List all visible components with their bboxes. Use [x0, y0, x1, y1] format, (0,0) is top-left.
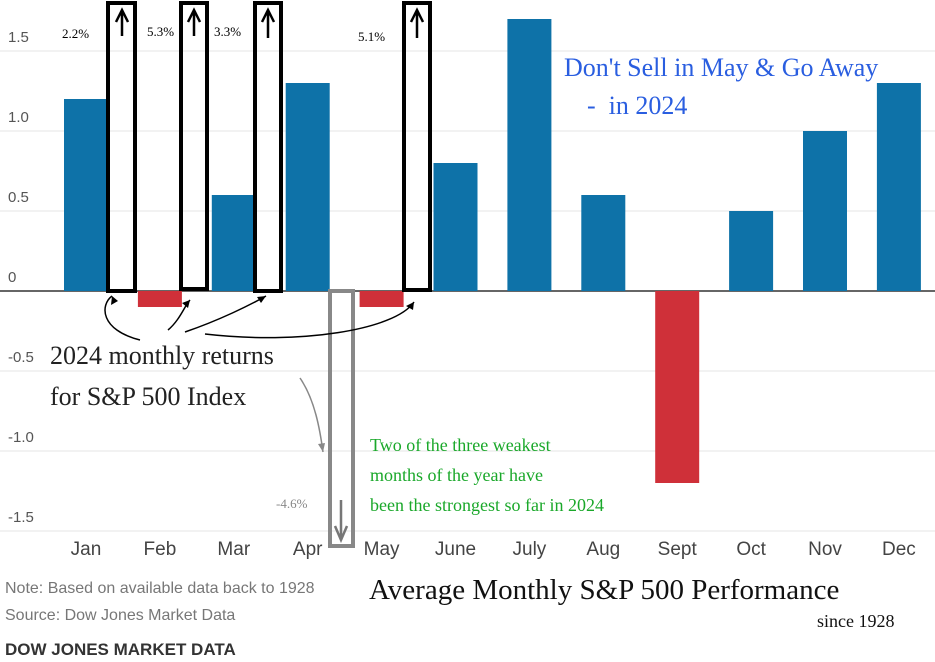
arrow-head — [318, 443, 325, 452]
arrow-head — [111, 296, 118, 305]
pointer — [204, 301, 415, 339]
arrow — [114, 7, 130, 36]
x-tick-label: June — [435, 539, 476, 560]
arrow — [260, 7, 276, 38]
bar — [581, 195, 626, 291]
annotation: for S&P 500 Index — [50, 382, 246, 411]
bar — [433, 163, 478, 291]
return-label: 5.3% — [147, 24, 174, 39]
grid-layer: -1.5 -1.0 -0.5 0 0.5 1.0 1.5 Jan Feb Mar Apr May Jun… — [0, 29, 935, 560]
annotation: months of the year have — [370, 465, 543, 485]
arrow-heads — [111, 296, 414, 452]
x-tick-label: Oct — [736, 539, 766, 560]
y-tick-label: -1.5 — [8, 509, 34, 526]
pointer — [104, 295, 141, 341]
return-label: 5.1% — [358, 29, 385, 44]
caption: Average Monthly S&P 500 Performance — [369, 574, 839, 606]
x-tick-label: Dec — [882, 539, 916, 560]
annotation: 2024 monthly returns — [50, 341, 274, 370]
arrow-head — [257, 296, 266, 303]
return-label: 3.3% — [214, 24, 241, 39]
x-tick-label: Sept — [658, 539, 698, 560]
caption-note: since 1928 — [817, 611, 894, 631]
bar — [876, 83, 921, 291]
annotation-boxes — [106, 1, 432, 548]
x-tick-label: Nov — [808, 539, 842, 560]
arrow — [186, 7, 202, 36]
bar — [359, 291, 404, 307]
y-tick-label: -0.5 — [8, 349, 34, 366]
x-tick-label: Feb — [144, 539, 177, 560]
box — [402, 1, 432, 292]
bar — [211, 195, 256, 291]
x-tick-label: Jan — [71, 539, 102, 560]
arrows — [104, 7, 425, 544]
bar-layer — [64, 19, 921, 483]
bar — [285, 83, 330, 291]
y-tick-label: 0 — [8, 269, 16, 286]
box — [179, 1, 209, 291]
box — [106, 1, 137, 293]
pointer — [299, 377, 324, 453]
source: Source: Dow Jones Market Data — [5, 607, 235, 624]
y-tick-label: 0.5 — [8, 189, 29, 206]
annotation: been the strongest so far in 2024 — [370, 495, 604, 515]
return-label: -4.6% — [276, 496, 308, 511]
chart-title: Don't Sell in May & Go Away — [564, 53, 878, 82]
x-tick-label: Apr — [293, 539, 323, 560]
y-tick-label: -1.0 — [8, 429, 34, 446]
x-tick-label: Mar — [217, 539, 250, 560]
x-tick-label: May — [364, 539, 400, 560]
x-tick-label: Aug — [586, 539, 620, 560]
bar — [803, 131, 847, 291]
bar — [64, 99, 108, 291]
return-labels: 2.2% 5.3% 3.3% -4.6% 5.1% — [62, 24, 385, 511]
bar — [729, 211, 774, 291]
return-label: 2.2% — [62, 26, 89, 41]
x-tick-label: July — [513, 539, 547, 560]
chart-subtitle: - in 2024 — [587, 91, 687, 120]
note: Note: Based on available data back to 19… — [5, 580, 315, 597]
y-tick-label: 1.5 — [8, 29, 29, 46]
arrow — [333, 500, 349, 544]
bar — [655, 291, 700, 483]
pointer — [184, 295, 267, 333]
bar — [507, 19, 552, 291]
arrow-head — [406, 302, 414, 310]
bar — [137, 291, 182, 307]
footer: DOW JONES MARKET DATA — [5, 640, 236, 659]
box — [253, 1, 283, 293]
box — [328, 289, 355, 548]
y-tick-label: 1.0 — [8, 109, 29, 126]
arrow — [409, 7, 425, 38]
annotation: Two of the three weakest — [370, 435, 551, 455]
arrow-head — [182, 300, 190, 308]
